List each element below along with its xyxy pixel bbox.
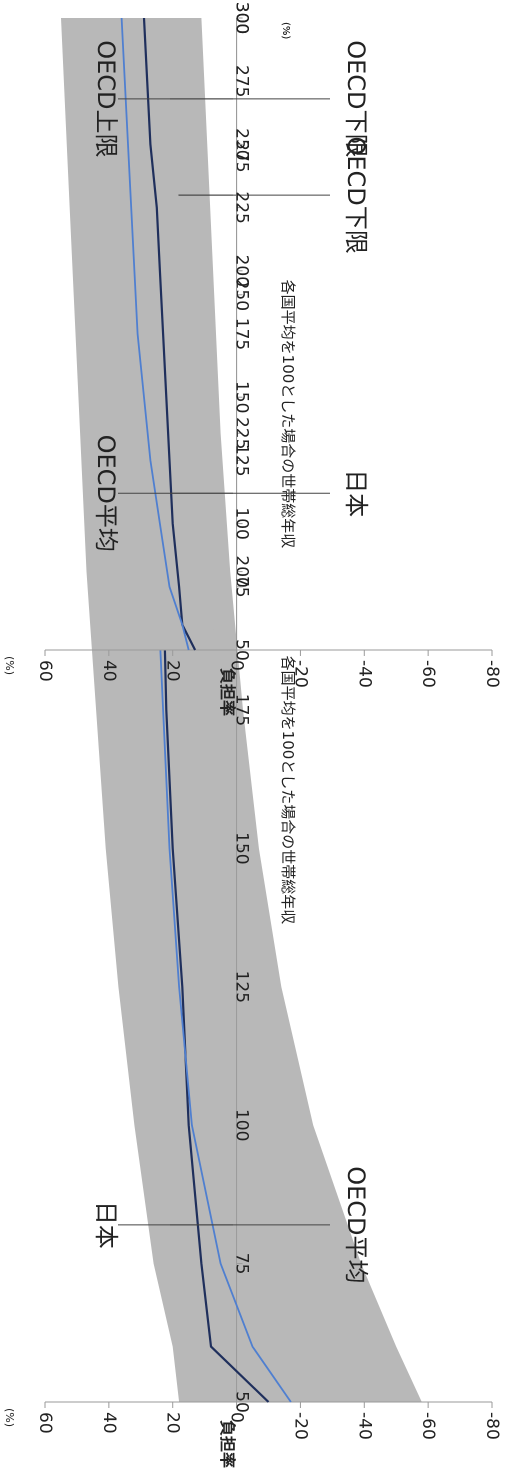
burden-tick-label: -60 (418, 1412, 438, 1440)
income-unit-label: (%) (280, 22, 291, 39)
annotation-label: 日本 (342, 469, 370, 517)
burden-unit-label: (%) (3, 656, 16, 675)
burden-tick-label: -60 (418, 660, 438, 688)
income-tick-label: 75 (232, 576, 252, 598)
burden-tick-label: -20 (290, 1412, 310, 1440)
burden-tick-label: -40 (354, 1412, 374, 1440)
income-tick-label: 300 (232, 2, 252, 34)
annotation-label: 日本 (92, 1201, 120, 1249)
income-tick-label: 200 (232, 255, 252, 287)
burden-tick-label: 40 (99, 660, 119, 682)
chart-2: 60 40 20 0 -20 -40 -60 -80507510012515017520022… (3, 2, 502, 716)
oecd-range-band (70, 18, 237, 650)
burden-axis-title: 負担率 (218, 1420, 237, 1468)
income-tick-label: 250 (232, 128, 252, 160)
burden-tick-label: 20 (163, 660, 183, 682)
burden-tick-label: -20 (290, 660, 310, 688)
income-tick-label: 275 (232, 65, 252, 97)
annotation-label: OECD下限 (342, 137, 370, 254)
income-tick-label: 50 (232, 639, 252, 661)
annotation-label: OECD平均 (92, 435, 120, 552)
annotation-label: OECD平均 (342, 1166, 370, 1283)
annotation-label: OECD上限 (92, 40, 120, 157)
burden-tick-label: 60 (35, 1412, 55, 1434)
oecd-average-line (120, 17, 190, 651)
income-tick-label: 150 (232, 832, 252, 864)
income-tick-label: 100 (232, 1109, 252, 1141)
burden-axis-title: 負担率 (218, 668, 237, 716)
income-tick-label: 75 (232, 1253, 252, 1275)
income-tick-label: 125 (232, 444, 252, 476)
income-unit-label: (%) (280, 22, 291, 39)
income-tick-label: 225 (232, 191, 252, 223)
burden-tick-label: 40 (99, 1412, 119, 1434)
income-tick-label: 125 (232, 971, 252, 1003)
income-tick-label: 100 (232, 507, 252, 539)
burden-tick-label: 0 (227, 660, 247, 671)
burden-tick-label: -40 (354, 660, 374, 688)
income-axis-title: 各国平均を100とした場合の世帯総年収 (279, 656, 297, 925)
burden-tick-label: 0 (227, 1412, 247, 1423)
burden-tick-label: 20 (163, 1412, 183, 1434)
income-tick-label: 175 (232, 318, 252, 350)
income-axis-title: 各国平均を100とした場合の世帯総年収 (279, 280, 297, 549)
income-tick-label: 150 (232, 381, 252, 413)
income-tick-label: 175 (232, 694, 252, 726)
burden-tick-label: -80 (482, 1412, 502, 1440)
burden-tick-label: -80 (482, 660, 502, 688)
income-tick-label: 50 (232, 1391, 252, 1413)
annotation-label: OECD下限 (342, 40, 370, 157)
burden-unit-label: (%) (3, 1408, 16, 1427)
burden-tick-label: 60 (35, 660, 55, 682)
